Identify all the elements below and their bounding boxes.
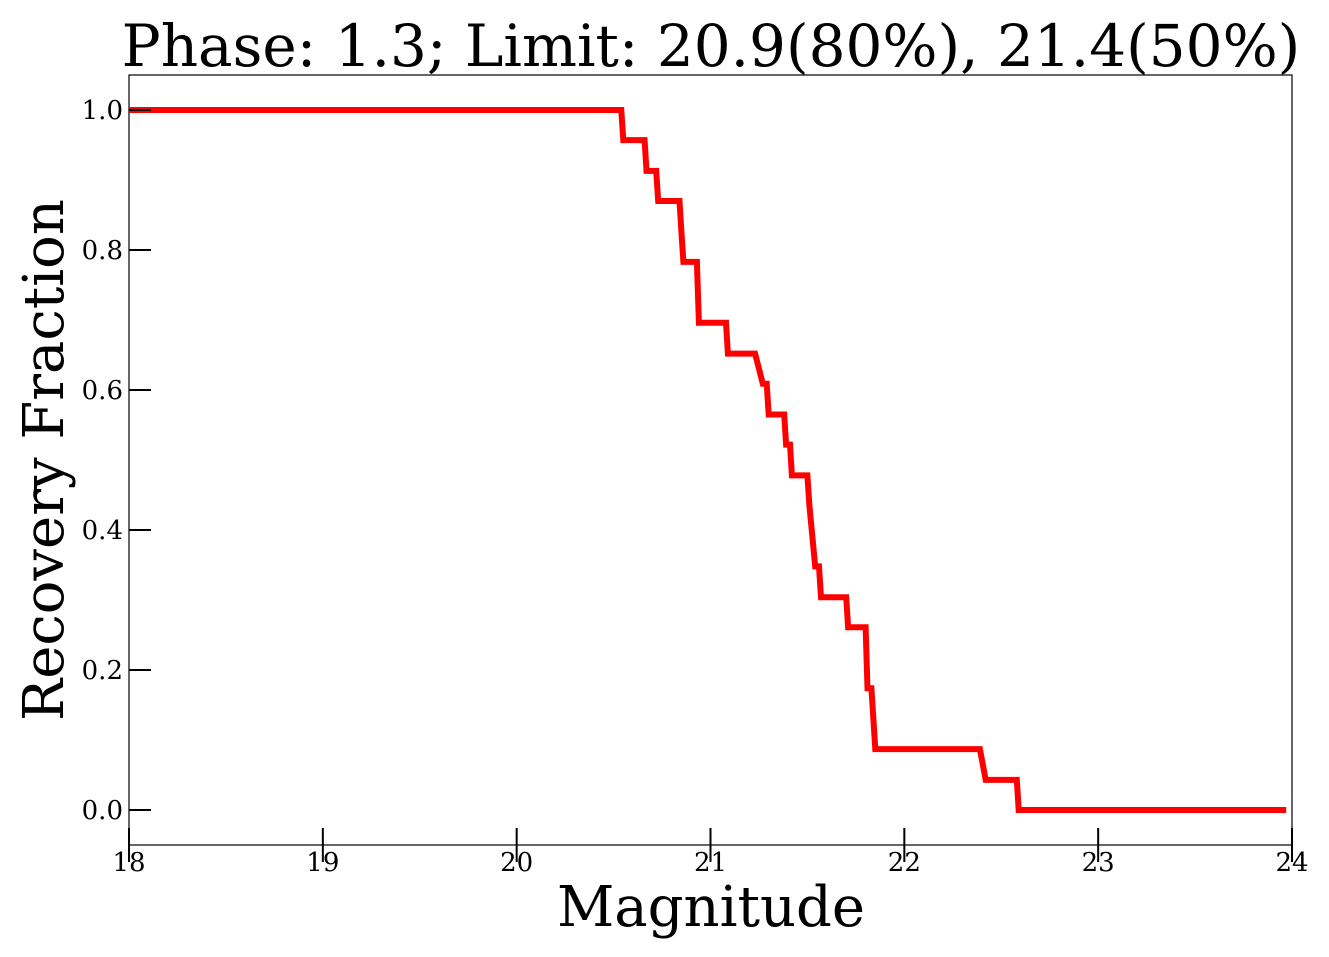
x-axis-label: Magnitude [557, 875, 865, 940]
y-axis-label: Recovery Fraction [12, 199, 77, 721]
y-tick-label: 0.2 [82, 656, 123, 686]
x-tick-label: 21 [694, 848, 727, 878]
chart-title: Phase: 1.3; Limit: 20.9(80%), 21.4(50%) [122, 12, 1301, 80]
y-tick-label: 0.0 [82, 796, 123, 826]
x-tick-label: 22 [888, 848, 921, 878]
x-tick-label: 19 [306, 848, 339, 878]
plot-frame [128, 74, 1293, 846]
y-tick-label: 0.8 [82, 236, 123, 266]
series-layer [129, 107, 1287, 813]
plot-area [128, 74, 1293, 846]
y-tick-label: 0.6 [82, 376, 123, 406]
x-tick-label: 18 [112, 848, 145, 878]
y-axis: 0.0 0.2 0.4 0.6 0.8 1.0 [82, 96, 151, 826]
x-axis: 18 19 20 21 22 23 24 [112, 828, 1309, 878]
x-tick-label: 24 [1275, 848, 1308, 878]
x-tick-label: 20 [500, 848, 533, 878]
y-tick-label: 0.4 [82, 516, 123, 546]
x-tick-label: 23 [1082, 848, 1115, 878]
y-tick-label: 1.0 [82, 96, 123, 126]
series-line-0 [129, 107, 1287, 813]
